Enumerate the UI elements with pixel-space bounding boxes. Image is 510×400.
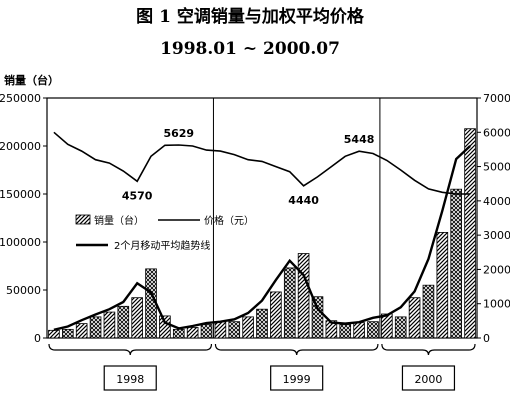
sales-bar (353, 322, 365, 339)
sales-bar (200, 324, 213, 339)
y2-tick-label: 1000 (483, 298, 510, 311)
y-tick-label: 250000 (0, 92, 41, 105)
y2-tick-label: 4000 (483, 195, 510, 208)
sales-bar (131, 297, 143, 339)
y-tick-label: 150000 (0, 188, 41, 201)
year-box (103, 365, 157, 391)
sales-bar (103, 311, 116, 339)
y2-tick-label: 7000 (483, 92, 510, 105)
price-annotation: 4570 (122, 189, 153, 202)
sales-bar (381, 313, 393, 339)
y-tick-label: 100000 (0, 236, 41, 249)
sales-bar (214, 321, 227, 339)
price-annotation: 4440 (288, 194, 319, 207)
sales-bar (228, 321, 241, 339)
year-label: 2000 (414, 373, 442, 386)
sales-bar (422, 284, 435, 339)
sales-bar (242, 316, 254, 339)
sales-bar (450, 188, 463, 339)
chart-title: 图 1 空调销量与加权平均价格 (136, 6, 365, 27)
sales-bar (367, 321, 379, 339)
sales-bar (311, 296, 324, 339)
sales-bar (297, 253, 310, 339)
right-axis-ticks: 7000 6000 5000 4000 3000 2000 1000 0 (477, 92, 510, 345)
year-groups: 1998 1999 2000 (48, 343, 476, 391)
legend-bar-swatch (75, 214, 91, 225)
price-line (53, 131, 471, 195)
sales-bar (436, 231, 449, 339)
moving-average-line (53, 145, 471, 331)
legend-price-label: 价格（元） (204, 214, 254, 227)
chart-subtitle: 1998.01 ~ 2000.07 (160, 39, 340, 59)
year-label: 1998 (116, 373, 144, 386)
year-brace (381, 343, 476, 356)
sales-bar (256, 308, 268, 339)
sales-bars (48, 128, 476, 339)
y2-tick-label: 6000 (483, 126, 510, 139)
sales-bar (408, 297, 421, 339)
legend-bar-label: 销量（台） (94, 214, 144, 227)
year-box (270, 365, 324, 391)
y-tick-label: 0 (34, 332, 41, 345)
price-annotation: 5448 (344, 133, 375, 146)
sales-bar (61, 328, 74, 339)
price-annotations: 4570 5629 4440 5448 (122, 127, 375, 207)
legend-ma-label: 2个月移动平均趋势线 (114, 239, 210, 252)
y2-tick-label: 2000 (483, 263, 510, 276)
sales-bar (339, 324, 352, 339)
year-box (401, 365, 456, 391)
sales-bar (159, 315, 171, 339)
sales-bar (117, 305, 130, 339)
year-brace (214, 343, 379, 356)
sales-bar (75, 323, 88, 339)
sales-bar (89, 316, 102, 339)
y2-tick-label: 0 (483, 332, 490, 345)
price-annotation: 5629 (163, 127, 194, 140)
y2-tick-label: 5000 (483, 161, 510, 174)
y-axis-label: 销量（台） (4, 73, 59, 87)
sales-bar (283, 267, 296, 339)
sales-bar (48, 329, 60, 339)
left-axis-ticks: 250000 200000 150000 100000 50000 0 (0, 92, 47, 345)
sales-bar (172, 328, 185, 339)
y-tick-label: 50000 (6, 284, 41, 297)
sales-bar (186, 327, 199, 339)
sales-bar (394, 316, 407, 339)
sales-bar (270, 291, 282, 339)
year-dividers (212, 98, 381, 338)
year-brace (48, 343, 213, 356)
y-tick-label: 200000 (0, 140, 41, 153)
year-label: 1999 (283, 373, 311, 386)
sales-bar (464, 128, 476, 339)
y2-tick-label: 3000 (483, 229, 510, 242)
legend: 销量（台） 价格（元） 2个月移动平均趋势线 (75, 214, 254, 252)
sales-bar (325, 320, 338, 339)
